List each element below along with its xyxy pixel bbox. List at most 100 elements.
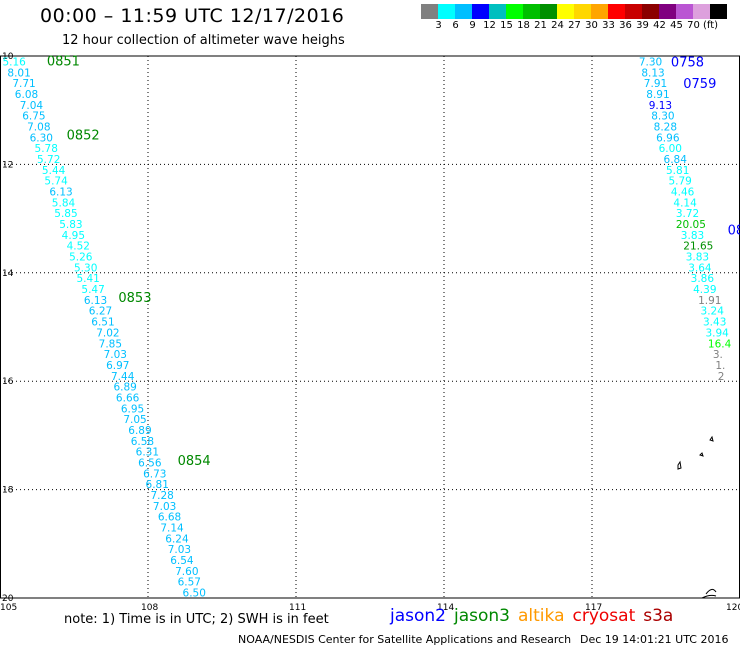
- color-swatch: [625, 4, 642, 19]
- swh-value: 6.95: [121, 403, 144, 415]
- swh-value: 1.91: [698, 295, 721, 307]
- color-swatch: [506, 4, 523, 19]
- color-scale-label: 33: [602, 20, 615, 31]
- color-scale-label: 3: [435, 20, 442, 31]
- swh-value: 6.27: [89, 306, 112, 318]
- swh-value: 2: [718, 371, 725, 383]
- legend-item-jason3: jason3: [454, 606, 510, 626]
- swh-value: 6.84: [664, 154, 688, 166]
- color-scale-label: 30: [585, 20, 598, 31]
- swh-value: 3.: [713, 349, 723, 361]
- swh-value: 6.81: [146, 479, 169, 491]
- y-tick-label: 12: [2, 160, 13, 170]
- y-tick-label: 10: [2, 52, 14, 62]
- color-scale-label: 9: [469, 20, 476, 31]
- swh-value: 7.03: [168, 544, 191, 556]
- swh-value: 5.78: [35, 143, 58, 155]
- swh-value: 3.94: [705, 327, 729, 339]
- swh-value: 7.91: [644, 78, 667, 90]
- pass-time-label: 0853: [118, 291, 151, 306]
- legend-item-jason2: jason2: [390, 606, 446, 626]
- swh-value: 7.14: [160, 523, 184, 535]
- swh-value: 7.44: [111, 371, 135, 383]
- color-swatch: [438, 4, 455, 19]
- color-scale-label: 39: [636, 20, 649, 31]
- color-scale-label: 6: [452, 20, 459, 31]
- color-scale-label: 70: [687, 20, 700, 31]
- swh-value: 3.24: [701, 306, 725, 318]
- chart-title: 00:00 – 11:59 UTC 12/17/2016: [40, 5, 345, 27]
- swh-value: 5.44: [42, 165, 66, 177]
- pass-time-label: 0852: [67, 129, 100, 144]
- credit-text: NOAA/NESDIS Center for Satellite Applica…: [238, 633, 572, 646]
- units-note: note: 1) Time is in UTC; 2) SWH is in fe…: [64, 612, 329, 627]
- swh-value: 5.47: [81, 284, 104, 296]
- color-scale-label: (ft): [702, 20, 719, 31]
- color-swatch: [421, 4, 438, 19]
- track-jason3: 5.168.017.716.087.046.757.086.305.785.72…: [2, 54, 210, 599]
- swh-value: 16.4: [708, 338, 732, 350]
- y-tick-label: 14: [2, 269, 14, 279]
- swh-value: 5.72: [37, 154, 60, 166]
- swh-value: 1.: [715, 360, 725, 372]
- swh-value: 3.72: [676, 208, 699, 220]
- swh-value: 4.14: [673, 197, 697, 209]
- pass-time-label: 0759: [683, 77, 716, 92]
- x-tick-label: 114: [437, 603, 454, 613]
- color-swatch: [642, 4, 659, 19]
- swh-value: 7.04: [20, 100, 44, 112]
- swh-value: 4.52: [67, 241, 90, 253]
- color-scale-label: 12: [483, 20, 496, 31]
- swh-value: 5.41: [76, 273, 99, 285]
- color-scale-label: 45: [670, 20, 683, 31]
- swh-value: 6.00: [659, 143, 682, 155]
- swh-value: 6.13: [49, 187, 72, 199]
- swh-value: 8.01: [7, 67, 30, 79]
- y-tick-label: 20: [2, 594, 14, 604]
- x-tick-label: 108: [141, 603, 158, 613]
- swh-value: 21.65: [683, 241, 713, 253]
- swh-value: 8.13: [641, 67, 664, 79]
- x-tick-label: 105: [0, 603, 17, 613]
- swh-value: 6.24: [165, 533, 189, 545]
- swh-value: 6.50: [183, 588, 206, 600]
- swh-value: 6.68: [158, 512, 181, 524]
- swh-value: 5.84: [52, 197, 76, 209]
- generated-timestamp: Dec 19 14:01:21 UTC 2016: [580, 633, 729, 646]
- color-swatch: [472, 4, 489, 19]
- swh-value: 7.02: [96, 327, 119, 339]
- y-tick-label: 18: [2, 486, 14, 496]
- swh-value: 8.30: [651, 111, 674, 123]
- swh-value: 7.05: [123, 414, 146, 426]
- satellite-legend: jason2 jason3 altika cryosat s3a: [390, 606, 681, 626]
- island-outline: [677, 435, 717, 599]
- swh-value: 8.28: [654, 121, 677, 133]
- color-swatch: [574, 4, 591, 19]
- legend-item-cryosat: cryosat: [572, 606, 636, 626]
- legend-item-s3a: s3a: [643, 606, 674, 626]
- swh-value: 6.57: [178, 577, 201, 589]
- swh-value: 6.56: [138, 458, 162, 470]
- swh-value: 5.83: [59, 219, 82, 231]
- swh-value: 6.58: [131, 436, 154, 448]
- swh-value: 6.31: [136, 447, 159, 459]
- color-swatch: [455, 4, 472, 19]
- legend-item-altika: altika: [518, 606, 565, 626]
- x-tick-label: 120: [726, 603, 740, 613]
- chart-subtitle: 12 hour collection of altimeter wave hei…: [62, 33, 345, 48]
- swh-value: 5.16: [2, 56, 26, 68]
- swh-value: 7.85: [99, 338, 122, 350]
- swh-value: 9.13: [649, 100, 672, 112]
- color-scale-label: 15: [500, 20, 513, 31]
- color-scale-label: 21: [534, 20, 547, 31]
- pass-time-label: 0758: [671, 55, 704, 70]
- color-swatch: [489, 4, 506, 19]
- swh-value: 7.30: [639, 56, 662, 68]
- swh-value: 3.43: [703, 317, 726, 329]
- color-scale-label: 24: [551, 20, 564, 31]
- swh-value: 20.05: [676, 219, 706, 231]
- swh-value: 6.66: [116, 392, 140, 404]
- color-scale-label: 42: [653, 20, 666, 31]
- swh-value: 4.95: [62, 230, 85, 242]
